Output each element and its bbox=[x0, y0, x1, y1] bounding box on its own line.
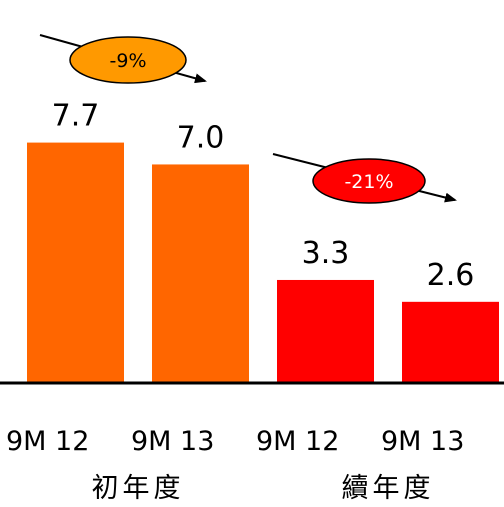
x-tick-label-2: 9M 13 bbox=[131, 426, 214, 457]
change-label-1: -9% bbox=[110, 50, 147, 72]
group-label-1: 初年度 bbox=[92, 473, 185, 504]
value-label-4: 2.6 bbox=[427, 258, 475, 293]
x-tick-label-4: 9M 13 bbox=[381, 426, 464, 457]
group-label-2: 續年度 bbox=[342, 473, 435, 504]
x-tick-label-1: 9M 12 bbox=[6, 426, 89, 457]
change-indicator-group-2: -21% bbox=[272, 153, 457, 204]
bars-layer bbox=[27, 142, 499, 383]
bar-2 bbox=[152, 164, 249, 383]
bar-1 bbox=[27, 142, 124, 383]
bar-4 bbox=[402, 301, 499, 383]
change-indicator-group-1: -9% bbox=[39, 34, 207, 84]
value-labels-layer: 7.7 7.0 3.3 2.6 bbox=[52, 99, 475, 293]
change-label-2: -21% bbox=[344, 171, 393, 193]
bar-3 bbox=[277, 279, 374, 383]
change-bubble-2 bbox=[312, 158, 426, 204]
change-bubble-1 bbox=[69, 36, 187, 84]
value-label-3: 3.3 bbox=[302, 236, 350, 271]
group-labels-layer: 初年度 續年度 bbox=[92, 473, 435, 504]
x-tick-label-3: 9M 12 bbox=[256, 426, 339, 457]
x-tick-labels-layer: 9M 12 9M 13 9M 12 9M 13 bbox=[6, 426, 464, 457]
value-label-2: 7.0 bbox=[177, 120, 225, 155]
value-label-1: 7.7 bbox=[52, 99, 100, 134]
